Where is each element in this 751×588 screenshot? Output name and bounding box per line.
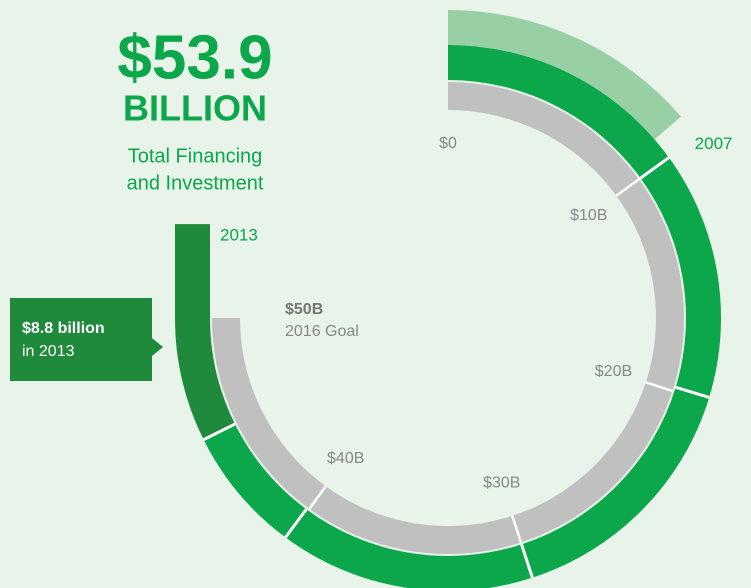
segment-separator [639, 156, 670, 180]
tick-label: $30B [483, 475, 520, 492]
goal-ring [212, 82, 684, 554]
segment-separator [675, 385, 710, 399]
segment [285, 509, 533, 588]
tick-label: $10B [570, 207, 607, 224]
tick-label: $50B [285, 301, 323, 318]
segment-separator [284, 508, 308, 539]
goal-label: 2016 Goal [285, 323, 359, 340]
segment [175, 318, 235, 440]
tick-line [307, 485, 327, 511]
tick-label: $40B [327, 450, 364, 467]
tick-label: $0 [439, 135, 457, 152]
tick-line [511, 515, 523, 544]
callout-subtitle: in 2013 [22, 343, 75, 360]
tick-label: $20B [595, 363, 632, 380]
segment-separator [202, 422, 236, 441]
callout-title: $8.8 billion [22, 320, 105, 337]
segment [448, 45, 669, 179]
total-unit: BILLION [123, 88, 267, 129]
segment [203, 424, 307, 538]
caption-line: Total Financing [128, 145, 263, 167]
tick-line [645, 381, 674, 393]
caption-line: and Investment [127, 172, 264, 194]
segment-separator [520, 543, 534, 579]
callout-box [10, 298, 163, 381]
segment [521, 387, 710, 578]
total-value: $53.9 [117, 23, 272, 92]
segment-tail [175, 224, 210, 318]
callout: $8.8 billion in 2013 [10, 298, 163, 381]
band [448, 10, 681, 140]
category-label: 2013 [220, 226, 258, 245]
segment [640, 157, 721, 398]
category-label: 2007 [695, 134, 733, 153]
tick-line [615, 177, 641, 197]
